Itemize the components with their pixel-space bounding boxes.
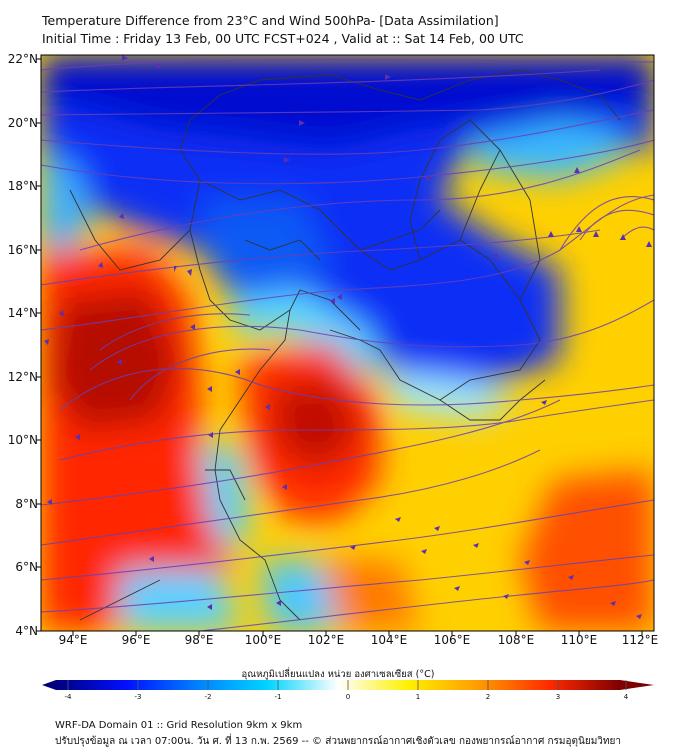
footer-credit: ปรับปรุงข้อมูล ณ เวลา 07:00น. วัน ศ. ที่… xyxy=(55,736,621,747)
colorbar-tick: 4 xyxy=(623,693,629,701)
map-frame xyxy=(40,54,655,632)
colorbar-tick: -2 xyxy=(204,693,212,701)
colorbar-title: อุณหภูมิเปลี่ยนแปลง หน่วย องศาเซลเซียส (… xyxy=(241,669,435,680)
country-borders xyxy=(69,69,621,621)
lat-label-10n: 10°N xyxy=(7,433,38,447)
map-subtitle: Initial Time : Friday 13 Feb, 00 UTC FCS… xyxy=(42,31,524,46)
colorbar-tick: -4 xyxy=(64,693,72,701)
lon-label-100e: 100°E xyxy=(244,633,282,647)
lon-label-110e: 110°E xyxy=(560,633,598,647)
axis-ticks xyxy=(36,58,643,636)
lat-label-22n: 22°N xyxy=(7,52,38,66)
map-title: Temperature Difference from 23°C and Win… xyxy=(42,13,499,28)
lat-label-8n: 8°N xyxy=(15,497,38,511)
lat-label-20n: 20°N xyxy=(7,116,38,130)
lon-label-102e: 102°E xyxy=(307,633,345,647)
lon-label-106e: 106°E xyxy=(433,633,471,647)
lat-label-14n: 14°N xyxy=(7,306,38,320)
lat-label-4n: 4°N xyxy=(15,624,38,638)
lat-label-16n: 16°N xyxy=(7,243,38,257)
lon-label-98e: 98°E xyxy=(184,633,214,647)
lon-label-94e: 94°E xyxy=(58,633,88,647)
lat-label-6n: 6°N xyxy=(15,560,38,574)
colorbar-tick: 3 xyxy=(555,693,561,701)
colorbar-tick: -1 xyxy=(274,693,282,701)
colorbar-tick: 1 xyxy=(415,693,421,701)
temperature-field xyxy=(41,55,654,631)
lon-label-96e: 96°E xyxy=(121,633,151,647)
colorbar-tick: -3 xyxy=(134,693,142,701)
lat-label-12n: 12°N xyxy=(7,370,38,384)
wind-arrowheads xyxy=(44,55,652,619)
lat-label-18n: 18°N xyxy=(7,179,38,193)
colorbar xyxy=(42,680,654,690)
lon-label-108e: 108°E xyxy=(497,633,535,647)
colorbar-tick: 2 xyxy=(485,693,491,701)
lon-label-112e: 112°E xyxy=(621,633,659,647)
lon-label-104e: 104°E xyxy=(370,633,408,647)
colorbar-tick: 0 xyxy=(345,693,351,701)
footer-model-info: WRF-DA Domain 01 :: Grid Resolution 9km … xyxy=(55,720,303,731)
